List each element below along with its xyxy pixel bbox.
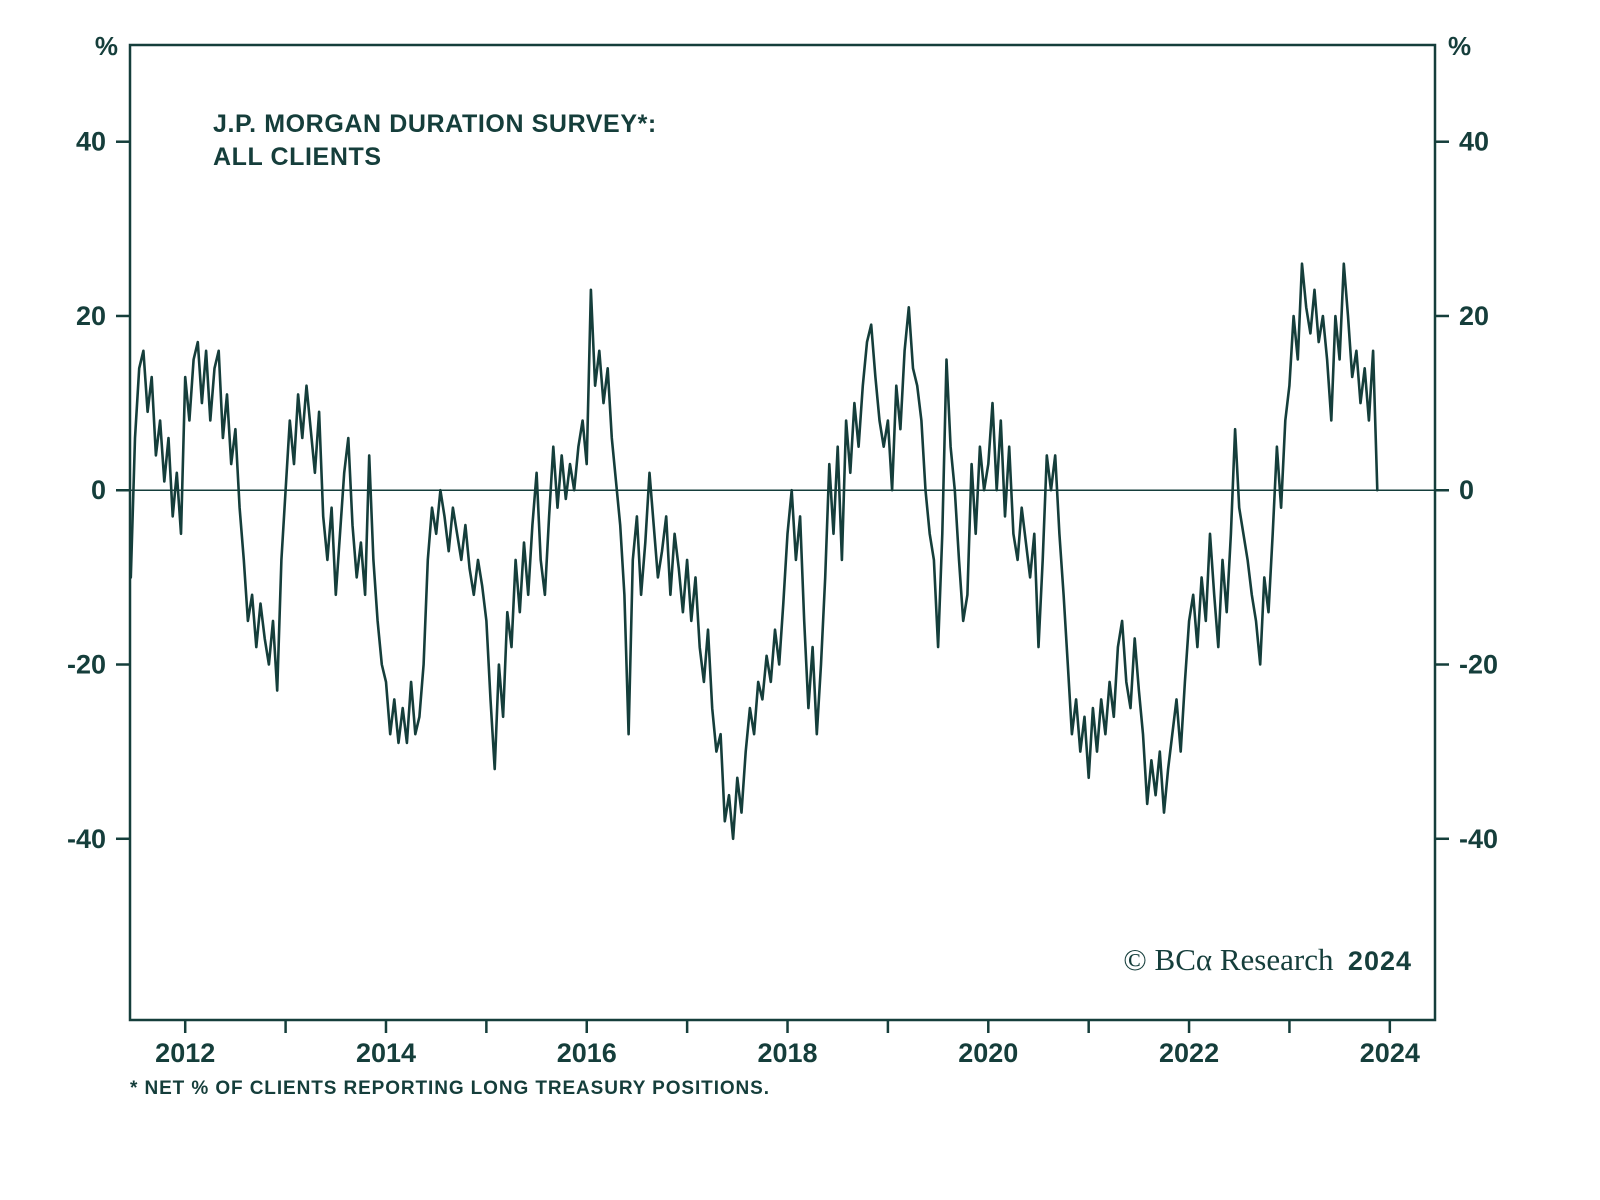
copyright-text: © BCα Research: [1123, 942, 1334, 977]
copyright-year: 2024: [1348, 946, 1412, 976]
y-tick-label-right: -40: [1459, 824, 1498, 854]
plot-frame: [128, 43, 1437, 1022]
y-tick-label-right: -20: [1459, 650, 1498, 680]
x-tick-label: 2016: [557, 1038, 617, 1068]
x-tick-label: 2012: [155, 1038, 215, 1068]
y-axis-unit-right: %: [1448, 31, 1471, 61]
y-tick-label-right: 40: [1459, 127, 1489, 157]
chart-title-line1: J.P. MORGAN DURATION SURVEY*:: [213, 110, 657, 138]
series-layer: [129, 262, 1379, 841]
duration-survey-line: [129, 262, 1379, 841]
y-tick-label-left: 20: [76, 301, 106, 331]
x-tick-label: 2020: [958, 1038, 1018, 1068]
footnote: * NET % OF CLIENTS REPORTING LONG TREASU…: [130, 1078, 770, 1099]
chart-title-line2: ALL CLIENTS: [213, 143, 382, 171]
x-tick-label: 2018: [757, 1038, 817, 1068]
y-tick-label-left: 0: [91, 475, 106, 505]
x-tick-label: 2024: [1360, 1038, 1420, 1068]
y-tick-label-left: 40: [76, 127, 106, 157]
y-tick-label-left: -40: [67, 824, 106, 854]
y-tick-label-right: 0: [1459, 475, 1474, 505]
copyright: © BCα Research 2024: [1123, 942, 1412, 977]
y-axis-unit-left: %: [95, 31, 118, 61]
x-tick-label: 2014: [356, 1038, 416, 1068]
y-tick-label-left: -20: [67, 650, 106, 680]
y-tick-label-right: 20: [1459, 301, 1489, 331]
x-tick-label: 2022: [1159, 1038, 1219, 1068]
